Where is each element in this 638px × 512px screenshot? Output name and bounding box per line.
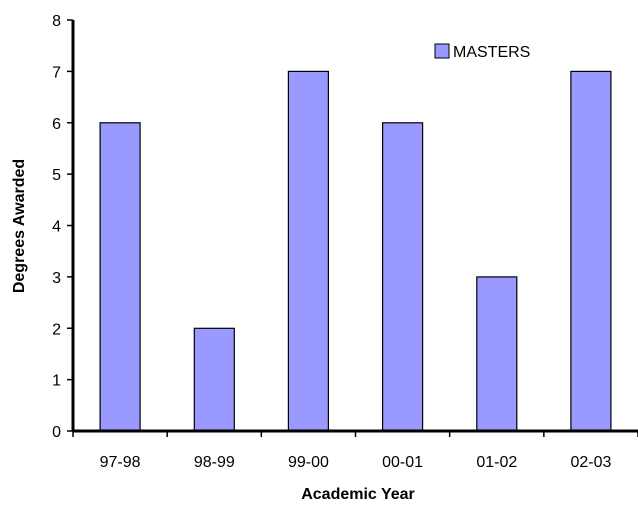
y-tick-label-7: 7 [52,64,61,81]
y-tick-label-1: 1 [52,373,61,390]
y-tick-label-4: 4 [52,219,61,236]
bar-02-03 [570,70,612,432]
y-tick-label-0: 0 [52,424,61,441]
bar-01-02 [476,276,518,432]
x-tick-label-97-98: 97-98 [100,454,141,471]
bar-00-01 [382,122,424,432]
x-axis-label: Academic Year [301,486,415,503]
x-tick-label-02-03: 02-03 [570,454,611,471]
bar-97-98 [99,122,141,432]
x-tick-label-99-00: 99-00 [288,454,329,471]
x-tick-label-00-01: 00-01 [382,454,423,471]
y-tick-label-3: 3 [52,270,61,287]
plot-area [99,70,612,432]
legend-swatch-masters [434,43,450,59]
legend-label-masters: MASTERS [453,44,530,61]
axes: 0 1 2 3 4 5 6 7 8 97-98 98-99 99-00 00-01 01-02 02-03 [52,13,638,471]
y-tick-label-5: 5 [52,167,61,184]
bar-99-00 [287,70,329,432]
legend: MASTERS [434,43,530,61]
y-tick-label-8: 8 [52,13,61,30]
y-tick-label-2: 2 [52,321,61,338]
x-tick-label-98-99: 98-99 [194,454,235,471]
bar-98-99 [193,327,235,432]
y-axis-label: Degrees Awarded [11,159,28,293]
y-tick-label-6: 6 [52,116,61,133]
x-tick-label-01-02: 01-02 [476,454,517,471]
